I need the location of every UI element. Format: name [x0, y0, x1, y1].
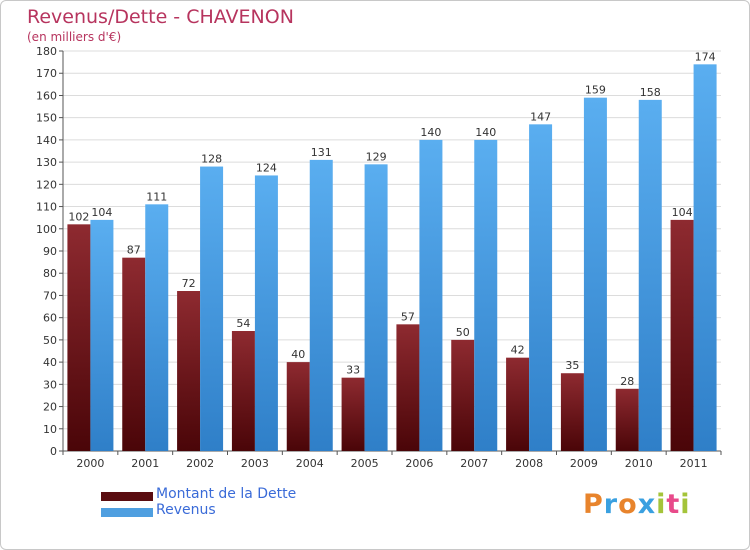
- x-tick-label: 2008: [515, 457, 543, 470]
- y-tick-label: 150: [36, 112, 57, 125]
- grid-lines: [63, 50, 721, 452]
- data-label: 33: [346, 364, 360, 377]
- data-label: 159: [585, 84, 606, 97]
- y-tick-label: 110: [36, 201, 57, 214]
- bar-revenus: [200, 166, 224, 452]
- data-label: 104: [91, 206, 112, 219]
- data-label: 87: [127, 244, 141, 257]
- y-tick-label: 100: [36, 223, 57, 236]
- y-tick-label: 170: [36, 67, 57, 80]
- bar-dette: [670, 219, 694, 451]
- x-tick-label: 2007: [460, 457, 488, 470]
- data-label: 129: [366, 150, 387, 163]
- data-labels: 102 1048711172128541244013133129571405014…: [68, 50, 715, 387]
- data-label: 147: [530, 110, 551, 123]
- bar-dette: [67, 224, 91, 451]
- data-label: 72: [182, 277, 196, 290]
- x-tick-label: 2010: [625, 457, 653, 470]
- bar-dette: [560, 373, 584, 451]
- y-tick-label: 180: [36, 45, 57, 58]
- bar-dette: [451, 339, 475, 451]
- legend-label-revenus: Revenus: [156, 502, 216, 518]
- chart-subtitle: (en milliers d'€): [27, 30, 122, 44]
- x-tick-label: 2009: [570, 457, 598, 470]
- bar-revenus: [419, 139, 443, 451]
- logo-letter: t: [666, 489, 681, 520]
- x-tick-label: 2000: [76, 457, 104, 470]
- bar-dette: [615, 388, 639, 451]
- bars: [67, 64, 717, 452]
- data-label: 131: [311, 146, 332, 159]
- y-tick-label: 160: [36, 89, 57, 102]
- y-tick-label: 120: [36, 178, 57, 191]
- bar-revenus: [638, 99, 662, 451]
- bar-dette: [286, 362, 310, 451]
- y-tick-label: 70: [43, 289, 57, 302]
- y-tick-label: 0: [50, 445, 57, 458]
- x-tick-label: 2004: [296, 457, 324, 470]
- legend-label-dette: Montant de la Dette: [156, 486, 297, 502]
- data-label: 158: [640, 86, 661, 99]
- x-tick-label: 2011: [680, 457, 708, 470]
- data-label: 140: [420, 126, 441, 139]
- bar-revenus: [364, 164, 388, 452]
- bar-revenus: [90, 219, 114, 451]
- y-tick-label: 30: [43, 378, 57, 391]
- bar-dette: [177, 291, 201, 451]
- bar-dette: [341, 377, 365, 451]
- logo-letter: i: [680, 489, 691, 520]
- data-label: 128: [201, 153, 222, 166]
- data-label: 140: [475, 126, 496, 139]
- logo-letter: P: [583, 489, 604, 520]
- data-label: 111: [146, 190, 167, 203]
- data-label: 57: [401, 310, 415, 323]
- data-label: 42: [511, 344, 525, 357]
- bar-revenus: [145, 204, 169, 451]
- y-tick-label: 60: [43, 312, 57, 325]
- y-tick-label: 10: [43, 423, 57, 436]
- bar-revenus: [693, 64, 717, 452]
- y-tick-label: 90: [43, 245, 57, 258]
- data-label: 35: [565, 359, 579, 372]
- y-tick-label: 40: [43, 356, 57, 369]
- proxiti-logo: Proxiti: [583, 489, 691, 520]
- y-tick-label: 50: [43, 334, 57, 347]
- bar-revenus: [529, 124, 553, 451]
- bar-dette: [506, 357, 530, 451]
- bar-dette: [231, 331, 255, 451]
- x-tick-label: 2002: [186, 457, 214, 470]
- y-tick-label: 80: [43, 267, 57, 280]
- y-tick-label: 130: [36, 156, 57, 169]
- x-tick-label: 2005: [351, 457, 379, 470]
- data-label: 102: [68, 210, 89, 223]
- data-label: 104: [672, 206, 693, 219]
- x-tick-label: 2001: [131, 457, 159, 470]
- bar-dette: [396, 324, 420, 451]
- legend-swatch-dette: [101, 492, 153, 501]
- data-label: 50: [456, 326, 470, 339]
- bar-revenus: [254, 175, 278, 451]
- logo-letter: x: [637, 489, 657, 520]
- data-label: 40: [291, 348, 305, 361]
- logo-letter: i: [656, 489, 667, 520]
- bar-revenus: [474, 139, 498, 451]
- x-tick-label: 2006: [405, 457, 433, 470]
- bar-revenus: [583, 97, 607, 452]
- data-label: 174: [695, 50, 716, 63]
- y-tick-label: 20: [43, 401, 57, 414]
- y-tick-label: 140: [36, 134, 57, 147]
- legend-swatch-revenus: [101, 508, 153, 517]
- chart-title: Revenus/Dette - CHAVENON: [27, 6, 294, 28]
- logo-letter: r: [603, 489, 619, 520]
- data-label: 28: [620, 375, 634, 388]
- data-label: 54: [236, 317, 250, 330]
- logo-letter: o: [618, 489, 638, 520]
- bar-dette: [122, 257, 146, 451]
- data-label: 124: [256, 161, 277, 174]
- bar-revenus: [309, 159, 333, 451]
- x-tick-label: 2003: [241, 457, 269, 470]
- axes: 0 10 20 30 40 50 60 70 80 90 100 110 120 130 140 150 160…: [36, 45, 722, 470]
